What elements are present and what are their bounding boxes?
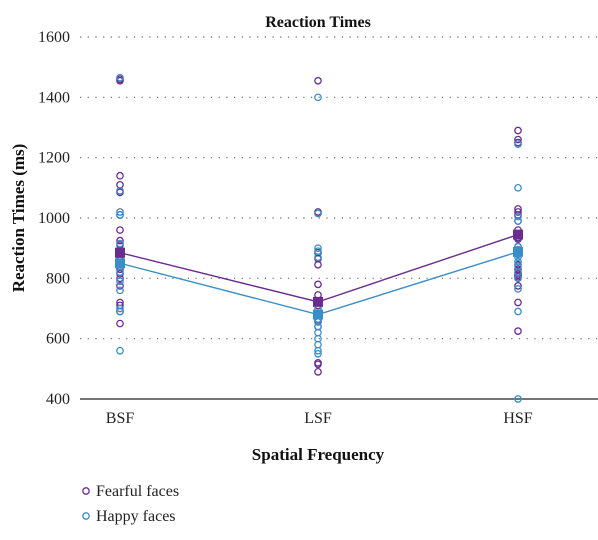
fearful-faces-point-lsf-4 bbox=[314, 260, 322, 269]
fearful-faces-point-bsf-6 bbox=[116, 226, 124, 234]
happy-faces-point-hsf-12 bbox=[514, 274, 522, 283]
happy-faces-point-bsf-2 bbox=[116, 208, 124, 216]
fearful-faces-point-hsf-20 bbox=[514, 327, 522, 335]
y-tick-label-600: 600 bbox=[46, 331, 70, 348]
fearful-faces-point-bsf-21 bbox=[116, 319, 124, 328]
legend-fearful-faces-marker bbox=[82, 487, 90, 495]
fearful-faces-point-hsf-1 bbox=[514, 135, 522, 144]
legend: Fearful faces Happy faces bbox=[82, 483, 179, 525]
x-tick-label-lsf: LSF bbox=[304, 410, 332, 427]
happy-faces-point-bsf-13 bbox=[116, 307, 124, 316]
y-tick-label-1200: 1200 bbox=[38, 150, 70, 167]
happy-faces-mean-marker-bsf bbox=[115, 258, 125, 269]
gridlines bbox=[80, 36, 598, 340]
happy-faces-point-hsf-13 bbox=[514, 285, 522, 293]
x-axis-title: Spatial Frequency bbox=[252, 445, 385, 464]
legend-happy-faces-label: Happy faces bbox=[96, 508, 176, 525]
happy-faces-point-hsf-9 bbox=[514, 257, 522, 266]
happy-faces-point-lsf-2 bbox=[314, 244, 322, 253]
chart-title: Reaction Times bbox=[265, 14, 371, 31]
fearful-faces-point-hsf-18 bbox=[514, 282, 522, 290]
y-tick-label-400: 400 bbox=[46, 391, 70, 408]
happy-faces-point-hsf-1 bbox=[514, 183, 522, 192]
happy-faces-point-lsf-1 bbox=[314, 209, 322, 218]
fearful-faces-point-hsf-19 bbox=[514, 298, 522, 307]
happy-faces-point-hsf-2 bbox=[514, 212, 522, 221]
fearful-faces-mean-marker-lsf bbox=[313, 296, 323, 307]
happy-faces-mean-marker-lsf bbox=[313, 309, 323, 320]
happy-faces-point-bsf-4 bbox=[116, 239, 124, 248]
happy-faces-mean-marker-hsf bbox=[513, 246, 523, 257]
happy-faces-point-lsf-4 bbox=[314, 253, 322, 262]
y-tick-label-800: 800 bbox=[46, 270, 70, 287]
fearful-faces-point-hsf-4 bbox=[514, 208, 522, 216]
fearful-faces-mean-marker-hsf bbox=[513, 229, 523, 240]
y-tick-label-1600: 1600 bbox=[38, 29, 70, 46]
happy-faces-point-bsf-10 bbox=[116, 277, 124, 286]
y-tick-label-1400: 1400 bbox=[38, 89, 70, 106]
happy-faces-point-bsf-11 bbox=[116, 286, 124, 295]
happy-faces-point-lsf-13 bbox=[314, 346, 322, 355]
happy-faces-point-bsf-1 bbox=[116, 187, 124, 195]
happy-faces-point-bsf-14 bbox=[116, 346, 124, 355]
fearful-faces-mean-marker-bsf bbox=[115, 247, 125, 258]
fearful-faces-point-lsf-0 bbox=[314, 76, 322, 85]
x-tick-label-bsf: BSF bbox=[106, 410, 135, 427]
y-tick-label-1000: 1000 bbox=[38, 210, 70, 227]
fearful-faces-point-bsf-1 bbox=[116, 76, 124, 85]
x-axis-ticks: BSF LSF HSF bbox=[106, 410, 533, 427]
legend-fearful-faces-label: Fearful faces bbox=[96, 483, 179, 500]
happy-faces-point-hsf-3 bbox=[514, 217, 522, 225]
fearful-faces-point-bsf-17 bbox=[116, 282, 124, 290]
fearful-faces-point-lsf-13 bbox=[314, 360, 322, 369]
happy-faces-point-bsf-0 bbox=[116, 73, 124, 82]
happy-faces-point-bsf-12 bbox=[116, 304, 124, 313]
data-points bbox=[116, 73, 522, 403]
happy-faces-point-hsf-15 bbox=[514, 395, 522, 403]
happy-faces-point-hsf-0 bbox=[514, 140, 522, 148]
y-axis-title: Reaction Times (ms) bbox=[9, 144, 28, 293]
fearful-faces-point-hsf-0 bbox=[514, 126, 522, 135]
happy-faces-point-lsf-0 bbox=[314, 93, 322, 102]
y-axis-ticks: 400 600 800 1000 1200 1400 1600 bbox=[38, 29, 70, 408]
x-tick-label-hsf: HSF bbox=[503, 410, 532, 427]
happy-faces-point-lsf-14 bbox=[314, 349, 322, 358]
legend-happy-faces-marker bbox=[82, 512, 90, 520]
fearful-faces-point-bsf-7 bbox=[116, 236, 124, 245]
fearful-faces-point-bsf-2 bbox=[116, 171, 124, 180]
fearful-faces-point-lsf-14 bbox=[314, 367, 322, 376]
fearful-faces-point-lsf-5 bbox=[314, 280, 322, 289]
happy-faces-point-bsf-3 bbox=[116, 211, 124, 219]
happy-faces-point-bsf-9 bbox=[116, 268, 124, 277]
mean-lines bbox=[115, 229, 523, 320]
happy-faces-point-hsf-14 bbox=[514, 307, 522, 316]
